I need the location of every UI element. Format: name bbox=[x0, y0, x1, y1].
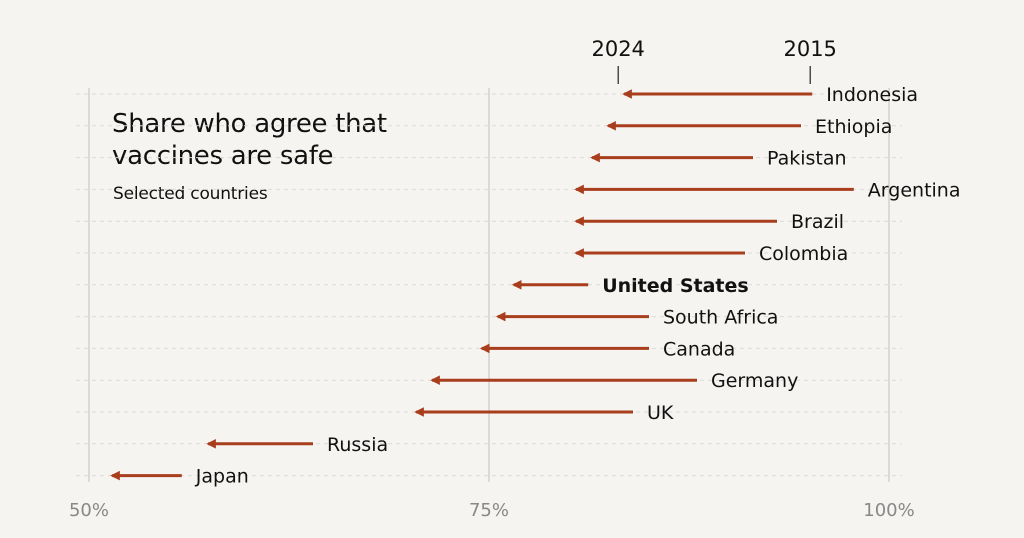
country-label: Argentina bbox=[868, 179, 961, 201]
x-tick-label: 100% bbox=[863, 500, 914, 521]
country-label: Brazil bbox=[791, 211, 844, 233]
legend-label-2024: 2024 bbox=[591, 37, 644, 61]
x-tick-label: 75% bbox=[469, 500, 509, 521]
country-label: Pakistan bbox=[767, 148, 847, 170]
country-label: United States bbox=[602, 275, 749, 297]
country-label: Ethiopia bbox=[815, 116, 892, 138]
country-label: South Africa bbox=[663, 307, 778, 329]
legend-label-2015: 2015 bbox=[783, 37, 836, 61]
country-label: Canada bbox=[663, 338, 735, 360]
country-label: Colombia bbox=[759, 243, 848, 265]
country-label: Indonesia bbox=[826, 84, 918, 106]
country-label: Japan bbox=[195, 466, 249, 488]
country-label: Germany bbox=[711, 370, 798, 392]
country-label: Russia bbox=[327, 434, 388, 456]
x-tick-label: 50% bbox=[69, 500, 109, 521]
chart-title: Share who agree that vaccines are safe bbox=[112, 109, 387, 171]
country-label: UK bbox=[647, 402, 674, 424]
